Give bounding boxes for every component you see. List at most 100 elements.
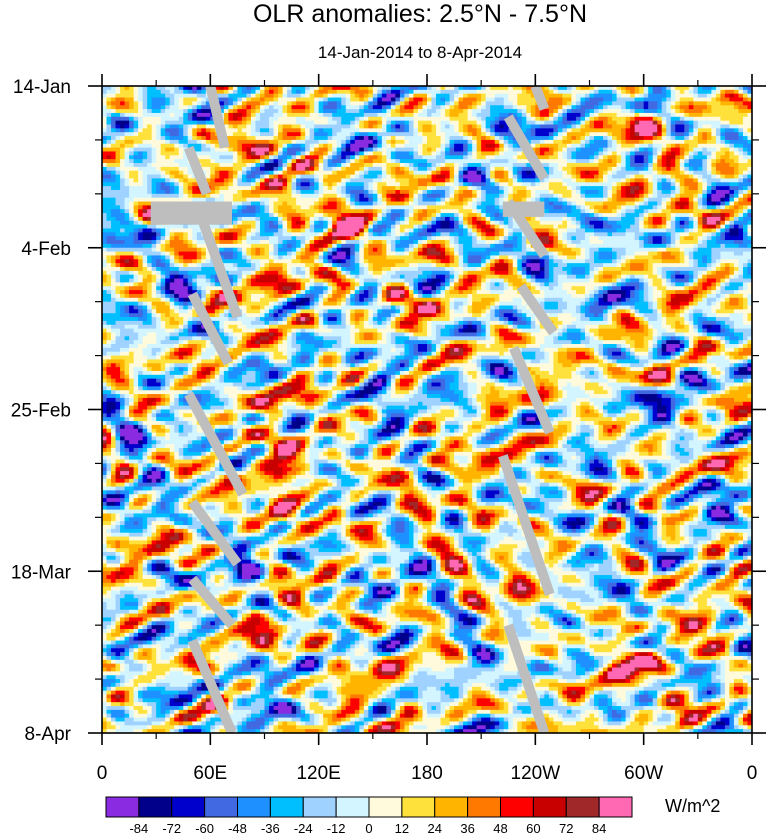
anomaly-cell: [467, 182, 473, 187]
anomaly-cell: [657, 112, 663, 118]
anomaly-cell: [404, 193, 410, 199]
anomaly-cell: [544, 120, 550, 126]
anomaly-cell: [449, 112, 455, 118]
anomaly-cell: [377, 128, 383, 133]
anomaly-cell: [336, 166, 342, 172]
anomaly-cell: [643, 112, 649, 118]
anomaly-cell: [666, 170, 672, 176]
anomaly-cell: [661, 101, 667, 106]
anomaly-cell: [241, 86, 248, 91]
anomaly-cell: [575, 209, 582, 214]
anomaly-cell: [300, 209, 306, 214]
anomaly-cell: [354, 112, 360, 118]
anomaly-cell: [287, 174, 293, 180]
anomaly-cell: [259, 124, 266, 129]
anomaly-cell: [133, 101, 139, 106]
anomaly-cell: [458, 116, 464, 122]
anomaly-cell: [621, 151, 627, 156]
anomaly-cell: [269, 116, 275, 122]
anomaly-cell: [174, 163, 180, 168]
anomaly-cell: [332, 159, 338, 164]
anomaly-cell: [594, 109, 600, 114]
anomaly-cell: [413, 105, 419, 110]
anomaly-cell: [372, 166, 378, 172]
anomaly-cell: [196, 105, 202, 110]
anomaly-cell: [467, 89, 473, 95]
anomaly-cell: [675, 170, 681, 176]
anomaly-cell: [111, 128, 117, 133]
anomaly-cell: [508, 216, 514, 222]
anomaly-cell: [508, 193, 514, 199]
anomaly-cell: [648, 86, 654, 91]
anomaly-cell: [196, 109, 202, 114]
anomaly-cell: [223, 97, 229, 102]
anomaly-cell: [485, 216, 491, 222]
anomaly-cell: [187, 132, 193, 137]
anomaly-cell: [742, 147, 749, 153]
anomaly-cell: [589, 128, 595, 133]
anomaly-cell: [408, 189, 415, 195]
anomaly-cell: [711, 213, 717, 218]
anomaly-cell: [449, 155, 455, 160]
anomaly-cell: [661, 213, 667, 218]
anomaly-cell: [228, 105, 234, 110]
anomaly-cell: [702, 116, 708, 122]
anomaly-cell: [494, 174, 500, 180]
anomaly-cell: [332, 151, 338, 156]
anomaly-cell: [467, 216, 473, 222]
anomaly-cell: [278, 112, 284, 118]
anomaly-cell: [305, 93, 311, 99]
anomaly-cell: [250, 163, 257, 168]
anomaly-cell: [151, 193, 157, 199]
anomaly-cell: [449, 89, 455, 95]
anomaly-cell: [598, 193, 604, 199]
anomaly-cell: [702, 109, 708, 114]
anomaly-cell: [332, 97, 338, 102]
anomaly-cell: [232, 193, 239, 199]
anomaly-cell: [174, 189, 180, 195]
anomaly-cell: [742, 120, 749, 126]
anomaly-cell: [494, 170, 500, 176]
anomaly-cell: [702, 166, 708, 172]
anomaly-cell: [408, 139, 415, 145]
anomaly-cell: [548, 170, 554, 176]
anomaly-cell: [616, 136, 622, 141]
anomaly-cell: [621, 101, 627, 106]
anomaly-cell: [232, 213, 239, 218]
anomaly-cell: [499, 205, 505, 210]
anomaly-cell: [580, 139, 586, 145]
anomaly-cell: [494, 147, 500, 153]
anomaly-cell: [196, 93, 202, 99]
anomaly-cell: [584, 186, 591, 191]
anomaly-cell: [318, 163, 324, 168]
anomaly-cell: [652, 209, 658, 214]
anomaly-cell: [250, 136, 257, 141]
anomaly-cell: [417, 155, 424, 160]
anomaly-cell: [129, 182, 135, 187]
anomaly-cell: [553, 201, 559, 206]
anomaly-cell: [575, 93, 582, 99]
anomaly-cell: [445, 93, 451, 99]
anomaly-cell: [616, 89, 622, 95]
anomaly-cell: [160, 120, 166, 126]
anomaly-cell: [309, 170, 315, 176]
anomaly-cell: [305, 166, 311, 172]
anomaly-cell: [147, 139, 153, 145]
anomaly-cell: [697, 128, 703, 133]
anomaly-cell: [196, 132, 202, 137]
anomaly-cell: [508, 147, 514, 153]
anomaly-cell: [427, 109, 433, 114]
anomaly-cell: [386, 101, 392, 106]
anomaly-cell: [630, 174, 636, 180]
anomaly-cell: [156, 116, 162, 122]
anomaly-cell: [282, 147, 288, 153]
anomaly-cell: [390, 109, 396, 114]
anomaly-cell: [381, 182, 387, 187]
anomaly-cell: [566, 151, 573, 156]
anomaly-cell: [616, 209, 622, 214]
anomaly-cell: [359, 178, 365, 183]
anomaly-cell: [521, 189, 527, 195]
anomaly-cell: [120, 170, 126, 176]
anomaly-cell: [422, 193, 428, 199]
anomaly-cell: [427, 128, 433, 133]
